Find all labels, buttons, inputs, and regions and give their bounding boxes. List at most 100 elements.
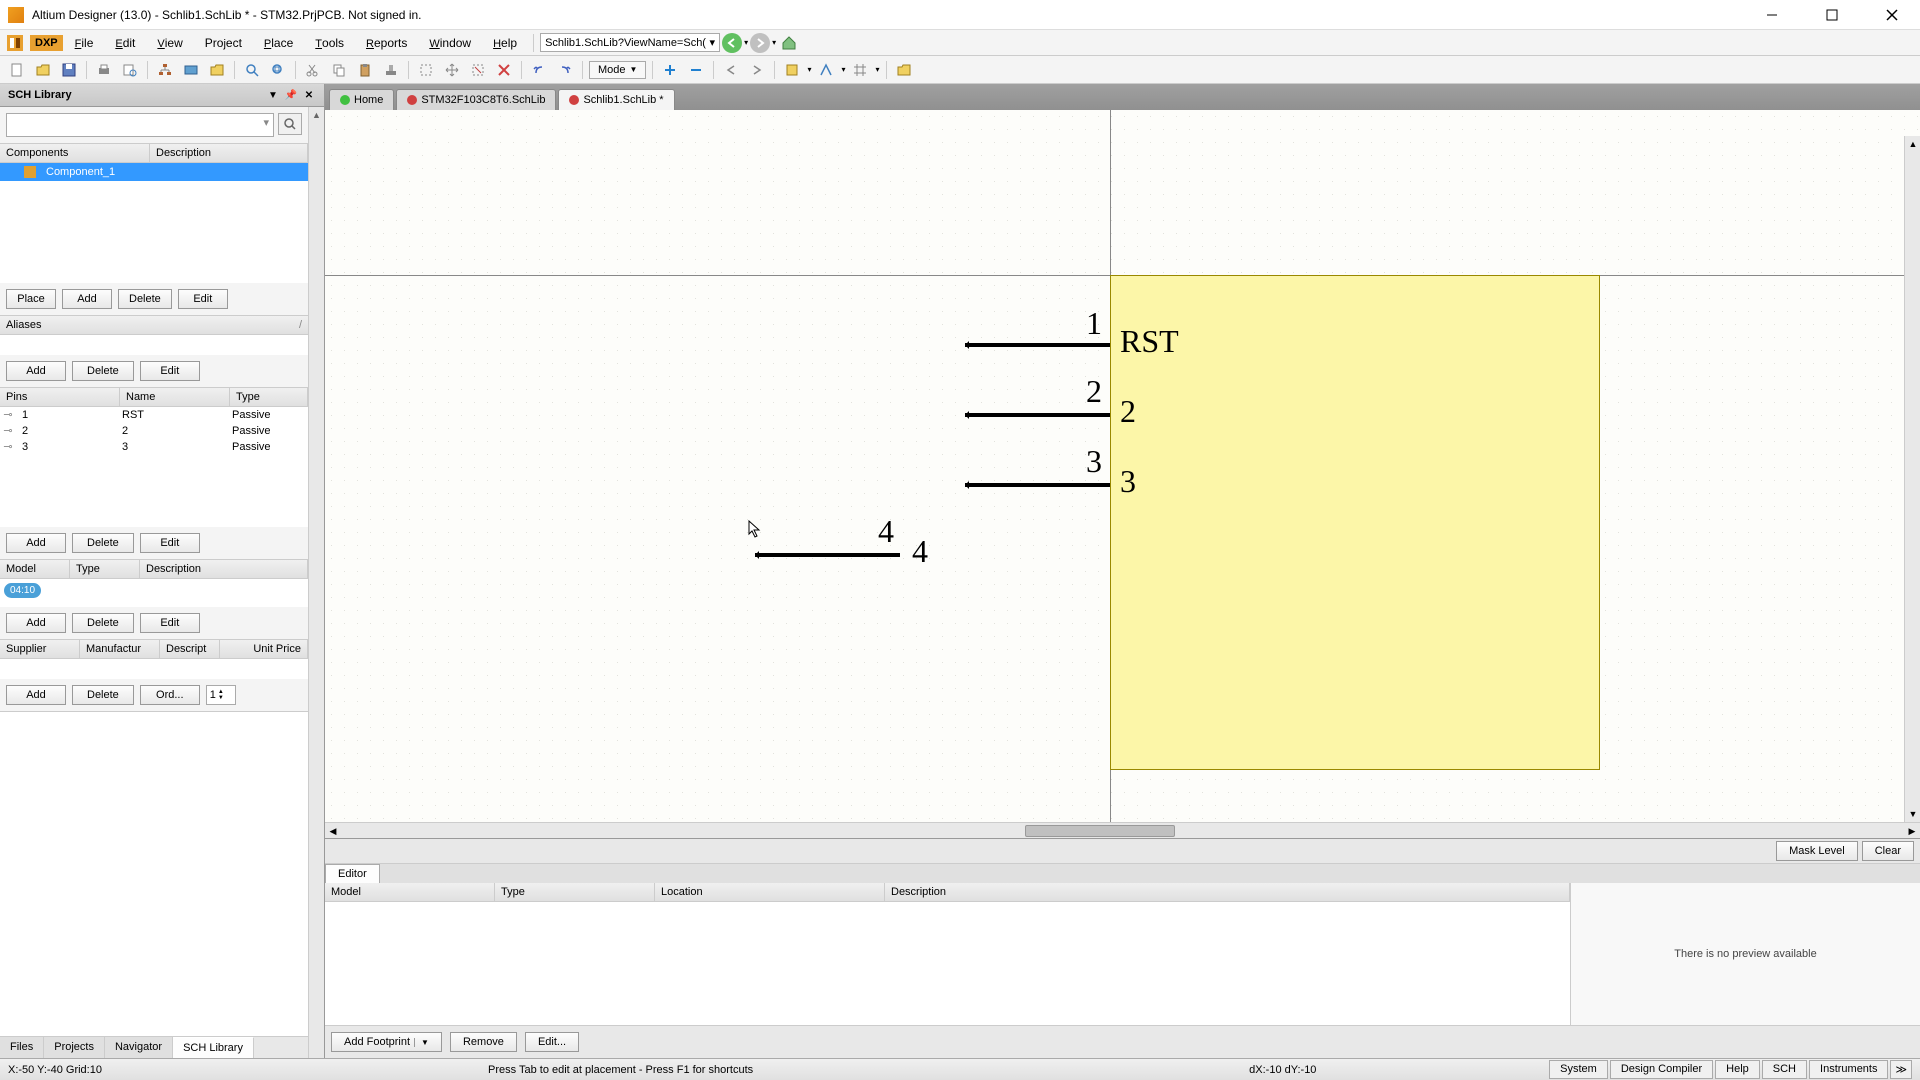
nav-back-button[interactable]	[722, 33, 742, 53]
delete-component-button[interactable]: Delete	[118, 289, 172, 309]
zoom-fit-icon[interactable]	[267, 59, 289, 81]
add-supplier-button[interactable]: Add	[6, 685, 66, 705]
status-tab-sch[interactable]: SCH	[1762, 1060, 1807, 1079]
panel-close-icon[interactable]: ✕	[302, 88, 316, 102]
add-model-button[interactable]: Add	[6, 613, 66, 633]
nav-forward-button[interactable]	[750, 33, 770, 53]
save-icon[interactable]	[58, 59, 80, 81]
home-icon[interactable]	[778, 32, 800, 54]
document-combo[interactable]: Schlib1.SchLib?ViewName=Sch(▾	[540, 33, 720, 52]
add-alias-button[interactable]: Add	[6, 361, 66, 381]
next-part-icon[interactable]	[746, 59, 768, 81]
open-icon[interactable]	[32, 59, 54, 81]
dxp-menu[interactable]: DXP	[30, 35, 63, 51]
prev-part-icon[interactable]	[720, 59, 742, 81]
filter-dropdown-icon[interactable]: ▾	[259, 114, 273, 136]
add-component-button[interactable]: Add	[62, 289, 112, 309]
copy-icon[interactable]	[328, 59, 350, 81]
col-components[interactable]: Components	[0, 144, 150, 162]
menu-project[interactable]: Project	[195, 32, 252, 54]
schematic-canvas[interactable]: 1RST223344 ▲ ▼	[325, 110, 1920, 822]
tab-home[interactable]: Home	[329, 89, 394, 110]
col-unit-price[interactable]: Unit Price	[220, 640, 308, 658]
tab-schlib1[interactable]: Schlib1.SchLib *	[558, 89, 674, 110]
delete-pin-button[interactable]: Delete	[72, 533, 134, 553]
tab-sch-library[interactable]: SCH Library	[173, 1037, 254, 1058]
close-button[interactable]	[1872, 1, 1912, 29]
status-tab-more[interactable]: ≫	[1890, 1060, 1912, 1079]
edit-footprint-button[interactable]: Edit...	[525, 1032, 579, 1052]
status-tab-design-compiler[interactable]: Design Compiler	[1610, 1060, 1713, 1079]
components-list[interactable]: Component_1	[0, 163, 308, 283]
col-supplier-desc[interactable]: Descript	[160, 640, 220, 658]
select-icon[interactable]	[415, 59, 437, 81]
aliases-list[interactable]	[0, 335, 308, 355]
menu-help[interactable]: Help	[483, 32, 527, 54]
place-button[interactable]: Place	[6, 289, 56, 309]
menu-place[interactable]: Place	[254, 32, 303, 54]
edit-pin-button[interactable]: Edit	[140, 533, 200, 553]
ed-col-description[interactable]: Description	[885, 883, 1570, 901]
ed-col-type[interactable]: Type	[495, 883, 655, 901]
hierarchy-icon[interactable]	[154, 59, 176, 81]
delete-supplier-button[interactable]: Delete	[72, 685, 134, 705]
undo-icon[interactable]	[528, 59, 550, 81]
mask-level-button[interactable]: Mask Level	[1776, 841, 1858, 861]
move-icon[interactable]	[441, 59, 463, 81]
minimize-button[interactable]	[1752, 1, 1792, 29]
mode-dropdown[interactable]: Mode▼	[589, 61, 646, 79]
delete-model-button[interactable]: Delete	[72, 613, 134, 633]
order-button[interactable]: Ord...	[140, 685, 200, 705]
status-tab-instruments[interactable]: Instruments	[1809, 1060, 1888, 1079]
component-filter-input[interactable]	[7, 114, 259, 136]
col-model-type[interactable]: Type	[70, 560, 140, 578]
tab-projects[interactable]: Projects	[44, 1037, 105, 1058]
pin-row[interactable]: ⊸33Passive	[0, 439, 308, 455]
remove-part-icon[interactable]	[685, 59, 707, 81]
clear-button[interactable]: Clear	[1862, 841, 1914, 861]
new-doc-icon[interactable]	[6, 59, 28, 81]
ed-col-location[interactable]: Location	[655, 883, 885, 901]
print-icon[interactable]	[93, 59, 115, 81]
tab-stm32-schlib[interactable]: STM32F103C8T6.SchLib	[396, 89, 556, 110]
clear-filter-icon[interactable]	[493, 59, 515, 81]
pin-row[interactable]: ⊸22Passive	[0, 423, 308, 439]
menu-view[interactable]: View	[147, 32, 192, 54]
grid-icon[interactable]	[849, 59, 871, 81]
panel-scroll[interactable]: ▲	[308, 107, 324, 1058]
add-footprint-button[interactable]: Add Footprint▼	[331, 1032, 442, 1052]
add-pin-button[interactable]: Add	[6, 533, 66, 553]
delete-alias-button[interactable]: Delete	[72, 361, 134, 381]
status-tab-system[interactable]: System	[1549, 1060, 1608, 1079]
editor-grid[interactable]: Model Type Location Description	[325, 883, 1570, 1025]
panel-pin-icon[interactable]: 📌	[284, 88, 298, 102]
ed-col-model[interactable]: Model	[325, 883, 495, 901]
col-pin-type[interactable]: Type	[230, 388, 308, 406]
schematic-pin[interactable]	[965, 483, 1110, 487]
pins-list[interactable]: ⊸1RSTPassive ⊸22Passive ⊸33Passive	[0, 407, 308, 527]
panel-dropdown-icon[interactable]: ▼	[266, 88, 280, 102]
schematic-pin[interactable]	[965, 343, 1110, 347]
canvas-vscroll[interactable]: ▲ ▼	[1904, 136, 1920, 822]
order-qty-spinner[interactable]: 1▲▼	[206, 685, 236, 705]
col-supplier[interactable]: Supplier	[0, 640, 80, 658]
col-model[interactable]: Model	[0, 560, 70, 578]
folder-icon[interactable]	[893, 59, 915, 81]
add-part-icon[interactable]	[659, 59, 681, 81]
canvas-hscroll[interactable]: ◀ ▶	[325, 822, 1920, 838]
col-manufacturer[interactable]: Manufactur	[80, 640, 160, 658]
place-part-icon[interactable]	[781, 59, 803, 81]
model-list[interactable]: 04:10	[0, 579, 308, 607]
col-model-desc[interactable]: Description	[140, 560, 308, 578]
supplier-list[interactable]	[0, 659, 308, 679]
edit-alias-button[interactable]: Edit	[140, 361, 200, 381]
deselect-icon[interactable]	[467, 59, 489, 81]
open-project-icon[interactable]	[206, 59, 228, 81]
remove-footprint-button[interactable]: Remove	[450, 1032, 517, 1052]
tab-navigator[interactable]: Navigator	[105, 1037, 173, 1058]
compile-icon[interactable]	[180, 59, 202, 81]
rubber-stamp-icon[interactable]	[380, 59, 402, 81]
menu-tools[interactable]: Tools	[305, 32, 354, 54]
floating-pin[interactable]	[755, 553, 900, 557]
zoom-area-icon[interactable]	[241, 59, 263, 81]
